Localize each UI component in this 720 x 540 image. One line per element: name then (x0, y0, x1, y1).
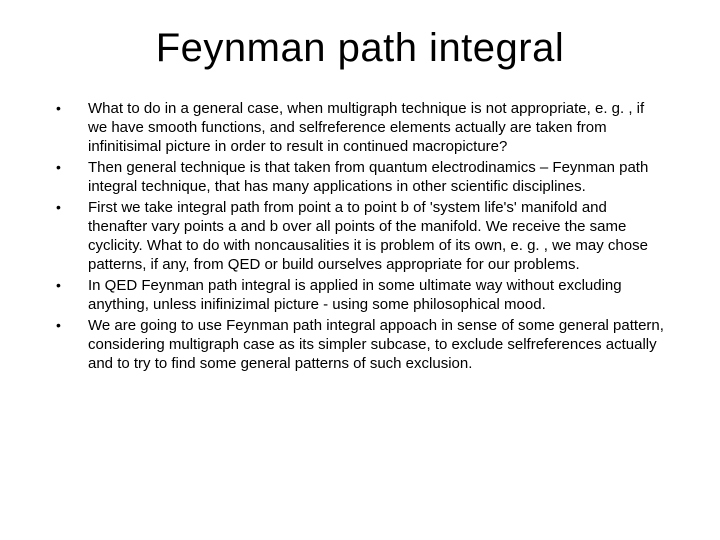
slide-title: Feynman path integral (48, 26, 672, 71)
list-item: • In QED Feynman path integral is applie… (54, 276, 666, 314)
bullet-icon: • (54, 316, 88, 335)
bullet-text: Then general technique is that taken fro… (88, 158, 666, 196)
bullet-icon: • (54, 276, 88, 295)
list-item: • Then general technique is that taken f… (54, 158, 666, 196)
bullet-list: • What to do in a general case, when mul… (48, 99, 672, 373)
slide: Feynman path integral • What to do in a … (0, 0, 720, 540)
bullet-text: We are going to use Feynman path integra… (88, 316, 666, 373)
list-item: • First we take integral path from point… (54, 198, 666, 274)
list-item: • What to do in a general case, when mul… (54, 99, 666, 156)
list-item: • We are going to use Feynman path integ… (54, 316, 666, 373)
bullet-text: What to do in a general case, when multi… (88, 99, 666, 156)
bullet-icon: • (54, 198, 88, 217)
bullet-text: In QED Feynman path integral is applied … (88, 276, 666, 314)
bullet-icon: • (54, 158, 88, 177)
bullet-icon: • (54, 99, 88, 118)
bullet-text: First we take integral path from point a… (88, 198, 666, 274)
